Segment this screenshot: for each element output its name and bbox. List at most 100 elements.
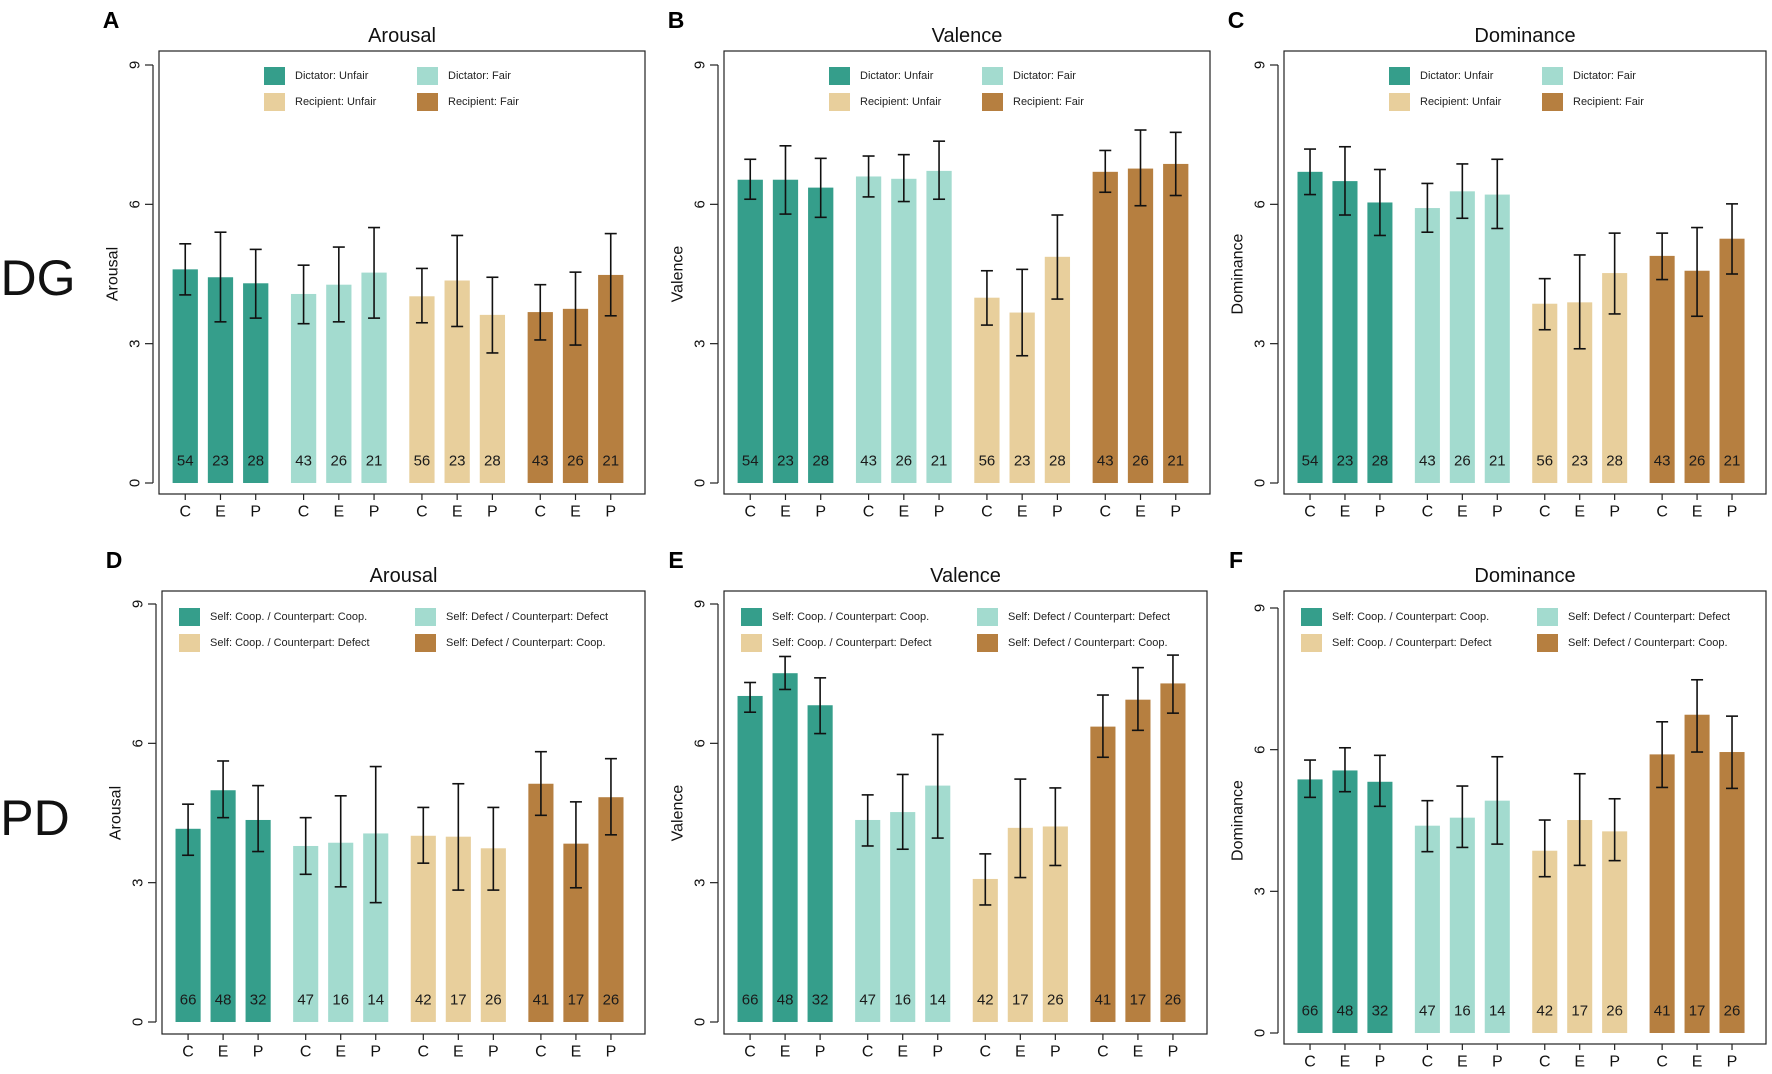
y-axis-label: Arousal [108,786,125,840]
bar-b-4-e [1127,168,1154,483]
legend-swatch [741,634,762,652]
panel-f: F Dominance 0 3 6 9 Dominance 66 C 48 E 32 P 47 C 16 E 14… [1229,547,1767,1071]
x-tick-label: P [1492,504,1503,521]
x-tick-label: C [744,504,756,521]
legend-label: Self: Coop. / Counterpart: Coop. [772,611,929,623]
y-axis-label: Dominance [1230,780,1247,861]
n-label: 16 [1454,1003,1471,1020]
legend-item: Self: Defect / Counterpart: Coop. [415,634,606,652]
plot-frame [158,50,646,495]
x-tick-label: E [571,1044,582,1061]
error-bar [332,246,345,323]
x-tick-label: P [1170,504,1181,521]
error-bar [334,795,347,888]
error-bar [1338,145,1351,216]
n-label: 42 [415,992,432,1009]
legend-item: Dictator: Fair [982,67,1076,85]
n-label: 54 [1302,453,1319,470]
bar-d-2-c [293,845,319,1022]
legend-swatch [982,67,1003,85]
y-tick-label: 6 [1252,200,1269,208]
error-bar [417,806,430,864]
y-axis-label: Arousal [105,247,122,301]
n-label: 28 [1606,453,1623,470]
error-bar [368,226,381,319]
x-tick-label: P [1609,1054,1620,1071]
n-label: 56 [979,453,996,470]
panel-title: Dominance [1474,25,1575,47]
legend-label: Dictator: Unfair [860,70,934,82]
n-label: 66 [1302,1003,1319,1020]
x-tick-label: P [488,1044,499,1061]
bar-a-2-c [290,293,317,483]
n-label: 23 [449,453,466,470]
x-tick-label: P [370,1044,381,1061]
n-label: 26 [1724,1003,1741,1020]
x-tick-label: P [934,504,945,521]
x-tick-label: E [1574,504,1585,521]
x-tick-label: C [1097,1044,1109,1061]
x-tick-label: P [932,1044,943,1061]
x-tick-label: P [1375,1054,1386,1071]
panel-d: D Arousal 0 3 6 9 Arousal 66 C 48 E 32 P 47 C 16 E 14 P 42 C… [106,547,646,1061]
n-label: 26 [485,992,502,1009]
bar-d-3-c [410,835,436,1022]
n-label: 32 [250,992,267,1009]
legend-swatch [829,67,850,85]
legend-item: Dictator: Fair [417,67,511,85]
panel-letter: D [106,547,123,573]
y-axis-label: Dominance [1230,233,1247,314]
legend-label: Self: Coop. / Counterpart: Defect [1332,637,1492,649]
legend-item: Recipient: Fair [417,93,519,111]
x-tick-label: C [1422,504,1434,521]
x-tick-label: C [300,1044,312,1061]
n-label: 17 [1689,1003,1706,1020]
error-bar [1726,203,1739,275]
n-label: 28 [484,453,501,470]
bar-f-3-c [1532,850,1558,1033]
legend-swatch [1537,634,1558,652]
n-label: 26 [1047,992,1064,1009]
x-tick-label: E [898,504,909,521]
n-label: 14 [929,992,946,1009]
panel-letter: A [103,7,120,33]
error-bar [1726,715,1739,790]
error-bar [1573,772,1586,867]
x-tick-label: E [1133,1044,1144,1061]
error-bar [252,784,265,853]
error-bar [1169,131,1182,197]
n-label: 43 [295,453,312,470]
error-bar [1304,148,1317,196]
n-label: 17 [1571,1003,1588,1020]
bar-b-3-c [974,297,1000,483]
n-label: 43 [1654,453,1671,470]
legend-swatch [982,93,1003,111]
n-label: 21 [1167,453,1184,470]
n-label: 26 [1132,453,1149,470]
error-bar [1491,755,1504,845]
n-label: 26 [567,453,584,470]
series-4: 43 C 26 E 21 P [1092,129,1189,521]
n-label: 43 [1097,453,1114,470]
n-label: 23 [1337,453,1354,470]
x-tick-label: C [863,504,875,521]
n-label: 16 [894,992,911,1009]
n-label: 48 [215,992,232,1009]
plot-frame [1283,590,1767,1045]
error-bar [744,681,757,714]
y-tick-label: 0 [692,1018,709,1026]
error-bar [1096,694,1109,759]
n-label: 26 [1606,1003,1623,1020]
legend-swatch [1389,93,1410,111]
error-bar [297,264,310,325]
legend: Dictator: Unfair Dictator: Fair Recipient:… [829,67,1084,111]
error-bar [1421,799,1434,853]
legend-label: Dictator: Fair [1573,70,1636,82]
x-tick-label: C [980,1044,992,1061]
n-label: 47 [297,992,314,1009]
series-3: 56 C 23 E 28 P [974,214,1071,521]
legend-label: Self: Defect / Counterpart: Coop. [446,637,606,649]
x-tick-label: P [1609,504,1620,521]
error-bar [299,816,312,876]
n-label: 48 [777,992,794,1009]
